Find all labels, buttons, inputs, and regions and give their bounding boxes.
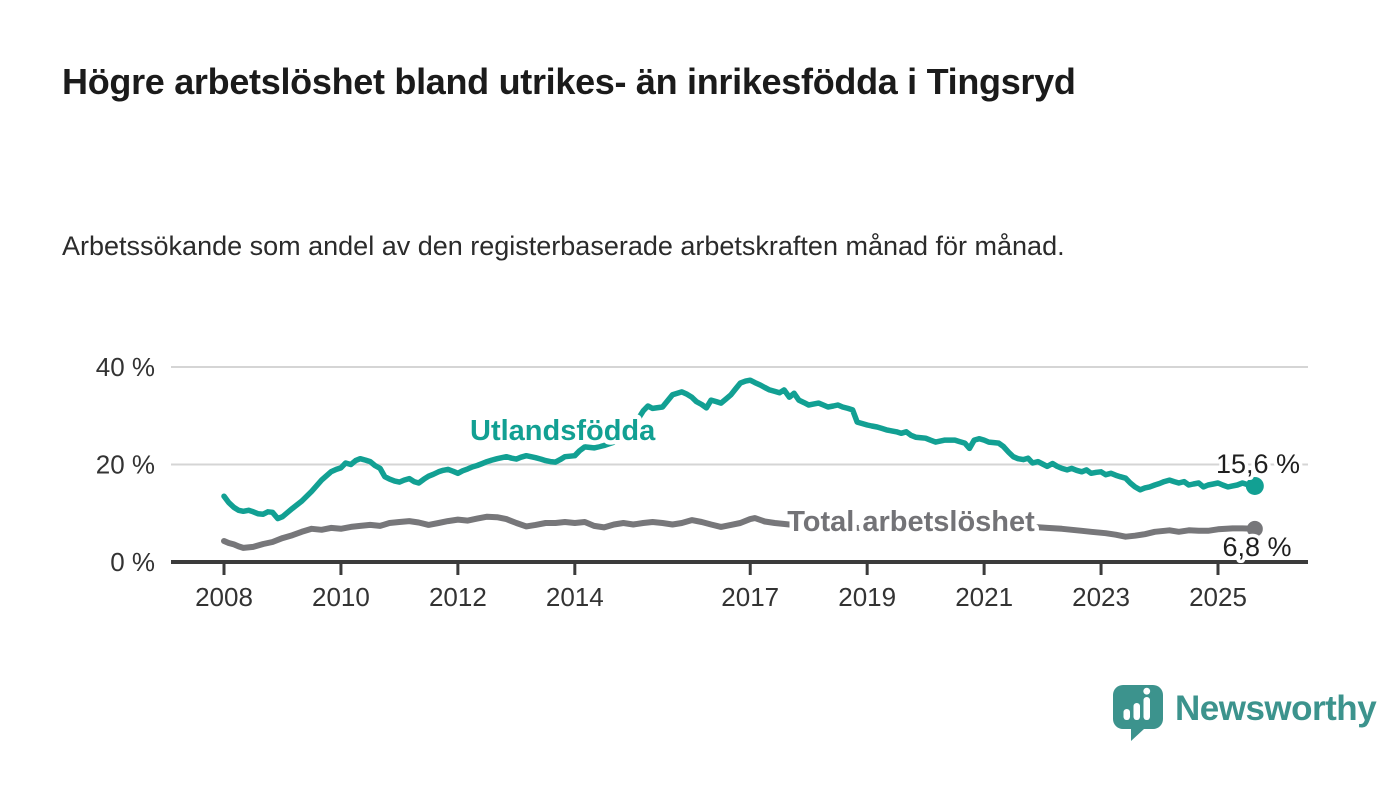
chart-canvas: 2008 2010 2012 2014 2017 2019 2021 2023 2025 0 % 2… [96,352,1308,612]
x-tick-label: 2010 [312,582,370,612]
logo-bar-tall [1143,696,1150,720]
chart-title: Högre arbetslöshet bland utrikes- än inr… [62,61,1076,102]
logo-exclamation-dot [1143,687,1151,695]
series-line-utlandsf-dda [221,377,1258,522]
end-label-total-arbetsl-shet: 6,8 % [1222,532,1291,562]
end-dot-total-arbetsl-shet [1246,520,1263,537]
x-tick-label: 2017 [721,582,779,612]
y-tick-label: 20 % [96,450,155,480]
x-tick-label: 2023 [1072,582,1130,612]
end-dot-utlandsf-dda [1245,476,1264,495]
series-label-utlandsf-dda: Utlandsfödda [470,415,656,447]
x-tick-label: 2008 [195,582,253,612]
x-tick-label: 2025 [1189,582,1247,612]
newsworthy-logo: Newsworthy [1112,684,1377,741]
end-label-utlandsf-dda: 15,6 % [1216,449,1300,479]
unemployment-line-chart: 2008 2010 2012 2014 2017 2019 2021 2023 2025 0 % 2… [0,340,1400,650]
x-tick-label: 2019 [838,582,896,612]
x-tick-label: 2014 [546,582,604,612]
y-tick-label: 0 % [110,547,155,577]
newsworthy-logo-icon [1113,684,1163,741]
y-tick-label: 40 % [96,352,155,382]
x-tick-label: 2021 [955,582,1013,612]
series-line-total-arbetsl-shet [221,513,1258,551]
chart-subtitle: Arbetssökande som andel av den registerb… [62,231,1065,261]
logo-bar-short [1123,708,1130,720]
series-label-total-arbetsl-shet: Total arbetslöshet [787,506,1035,538]
logo-bar-medium [1133,702,1140,720]
x-tick-label: 2012 [429,582,487,612]
newsworthy-logo-text: Newsworthy [1175,689,1377,728]
